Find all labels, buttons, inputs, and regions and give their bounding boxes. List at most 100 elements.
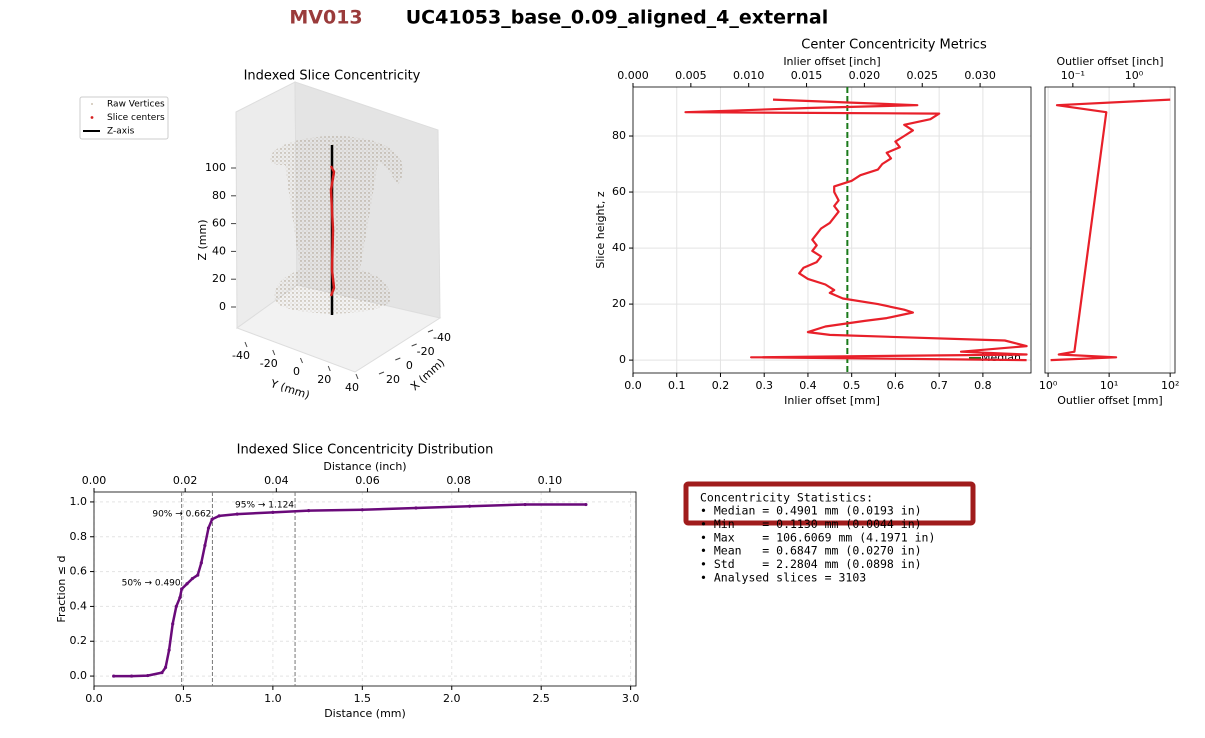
- y-axis-label: Y (mm): [268, 377, 311, 402]
- y-tick: [244, 341, 248, 348]
- x2-tick-label: 0.08: [446, 474, 471, 487]
- percentile-label: 50% → 0.490: [122, 579, 181, 589]
- y-tick-label: 0: [293, 365, 300, 378]
- x-tick-label: 0.4: [799, 379, 817, 392]
- series-line: [113, 503, 586, 678]
- z-tick-label: 20: [212, 272, 226, 285]
- x-tick-label: 0.3: [755, 379, 773, 392]
- legend-marker: [91, 103, 93, 105]
- x-tick-label: 10¹: [1100, 379, 1118, 392]
- x2-tick-label: 0.00: [82, 474, 107, 487]
- x2-tick-label: 10⁻¹: [1061, 69, 1085, 82]
- z-tick-label: 80: [212, 189, 226, 202]
- x2-tick-label: 0.02: [173, 474, 198, 487]
- x2-tick-label: 0.04: [264, 474, 289, 487]
- y-tick-label: 0: [619, 353, 626, 366]
- x2-tick-label: 0.000: [617, 69, 649, 82]
- z-tick-label: 0: [219, 300, 226, 313]
- highlight-box: [683, 481, 976, 526]
- z-tick-label: 40: [212, 244, 226, 257]
- z-tick-label: 100: [205, 161, 226, 174]
- stats-line: • Analysed slices = 3103: [700, 571, 866, 585]
- y-tick-label: 80: [612, 129, 626, 142]
- x-axis-label: Inlier offset [mm]: [784, 394, 880, 407]
- x-tick-label: 0.5: [843, 379, 861, 392]
- x2-tick-label: 0.030: [964, 69, 996, 82]
- x2-axis-label: Distance (inch): [323, 460, 406, 473]
- stats-line: • Max = 106.6069 mm (4.1971 in): [700, 530, 935, 544]
- x-tick-label: 0.0: [624, 379, 642, 392]
- x-tick-label: 3.0: [622, 692, 640, 705]
- x-tick-label: 0: [406, 359, 413, 372]
- x-tick-label: 2.0: [443, 692, 461, 705]
- x-tick-label: 20: [386, 373, 400, 386]
- chart-title: Center Concentricity Metrics: [801, 38, 987, 53]
- y-tick-label: 60: [612, 185, 626, 198]
- series-line: [1050, 98, 1171, 362]
- x-tick-label: 0.7: [930, 379, 948, 392]
- y-tick: [327, 365, 331, 372]
- header-title: UC41053_base_0.09_aligned_4_external: [406, 7, 829, 29]
- x-tick-label: 1.5: [354, 692, 372, 705]
- z-tick-label: 60: [212, 217, 226, 230]
- plot-frame: [632, 86, 1032, 374]
- x2-tick-label: 10⁰: [1125, 69, 1144, 82]
- x-tick-label: 10²: [1161, 379, 1179, 392]
- x-tick-label: 0.2: [712, 379, 730, 392]
- x-axis-label: Distance (mm): [324, 707, 406, 720]
- y-tick-label: -40: [232, 349, 250, 362]
- legend-label: Raw Vertices: [107, 100, 165, 110]
- x2-tick-label: 0.010: [733, 69, 765, 82]
- plot-frame: [93, 491, 637, 687]
- chart-title: Indexed Slice Concentricity: [244, 69, 421, 84]
- y-axis-label: Fraction ≤ d: [55, 555, 68, 622]
- x-tick-label: -20: [417, 345, 435, 358]
- y-tick-label: 20: [317, 373, 331, 386]
- y-tick: [355, 373, 359, 380]
- x-tick-label: 0.8: [974, 379, 992, 392]
- stats-line: • Median = 0.4901 mm (0.0193 in): [700, 504, 922, 518]
- x-tick-label: 10⁰: [1039, 379, 1058, 392]
- x-tick-label: 2.5: [532, 692, 550, 705]
- percentile-label: 95% → 1.124: [235, 501, 294, 511]
- percentile-label: 90% → 0.662: [152, 510, 211, 520]
- x-tick: [427, 329, 434, 333]
- legend-marker: [90, 116, 94, 119]
- stats-line: • Mean = 0.6847 mm (0.0270 in): [700, 544, 922, 558]
- chart-title: Indexed Slice Concentricity Distribution: [237, 443, 494, 458]
- x2-axis-label: Inlier offset [inch]: [783, 55, 880, 68]
- header-code: MV013: [289, 7, 362, 29]
- x-axis-label: Outlier offset [mm]: [1057, 394, 1162, 407]
- legend-label: Z-axis: [107, 127, 135, 137]
- y-tick: [272, 349, 276, 356]
- y-axis-label: Slice height, z: [594, 191, 607, 268]
- stats-line: • Min = 0.1130 mm (0.0044 in): [700, 517, 922, 531]
- x2-tick-label: 0.015: [791, 69, 823, 82]
- x-tick: [395, 357, 401, 361]
- x-tick-label: -40: [433, 331, 451, 344]
- x-axis-label: X (mm): [408, 356, 447, 393]
- plot-frame: [1044, 86, 1176, 374]
- y-tick-label: 0.4: [70, 599, 88, 612]
- scene-3d: [79, 81, 442, 373]
- stats-line: • Std = 2.2804 mm (0.0898 in): [700, 557, 922, 571]
- y-tick-label: 0.2: [70, 634, 88, 647]
- y-tick-label: 0.6: [70, 565, 88, 578]
- y-tick: [300, 357, 303, 364]
- x-tick-label: 0.1: [668, 379, 686, 392]
- y-tick-label: 0.8: [70, 530, 88, 543]
- y-tick-label: 1.0: [70, 495, 88, 508]
- y-tick-label: 20: [612, 297, 626, 310]
- series-line: [684, 98, 1028, 362]
- x2-axis-label: Outlier offset [inch]: [1056, 55, 1163, 68]
- stats-title: Concentricity Statistics:: [700, 491, 873, 505]
- x2-tick-label: 0.020: [849, 69, 881, 82]
- z-axis-label: Z (mm): [196, 219, 209, 260]
- y-tick-label: 40: [612, 241, 626, 254]
- x2-tick-label: 0.06: [355, 474, 380, 487]
- y-tick-label: 0.0: [70, 669, 88, 682]
- y-tick-label: -20: [260, 357, 278, 370]
- x-tick-label: 1.0: [264, 692, 282, 705]
- x-tick: [378, 371, 385, 375]
